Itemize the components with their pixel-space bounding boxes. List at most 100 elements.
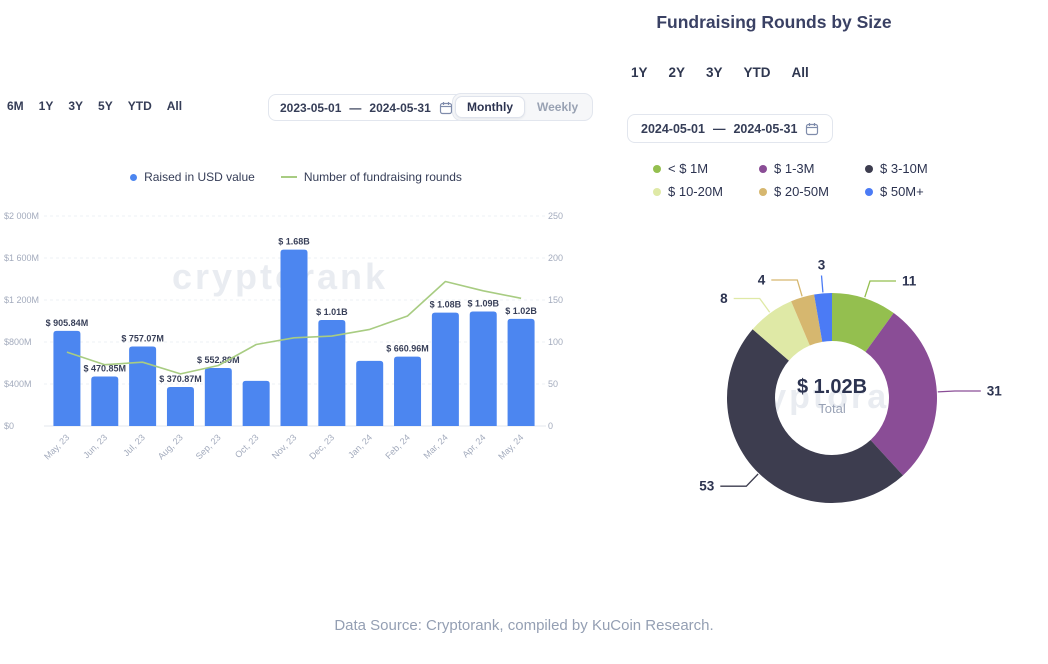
left-axis-tick: $1 600M [4, 253, 39, 263]
donut-leader-line [733, 297, 771, 313]
right-range-filters: 1Y 2Y 3Y YTD All [631, 65, 809, 80]
donut-segment-count: 4 [758, 273, 766, 288]
raised-usd-chart-panel: 6M 1Y 3Y 5Y YTD All 2023-05-01 — 2024-05-31 M… [4, 93, 594, 462]
x-axis-label: May, 23 [42, 432, 71, 461]
bar-value-label: $ 757.07M [121, 334, 164, 344]
legend-line-icon [280, 176, 297, 178]
x-axis-label: Mar, 24 [422, 432, 450, 460]
donut-segment-1m[interactable] [832, 293, 894, 352]
date-separator: — [349, 100, 362, 115]
legend-dot-icon [865, 164, 873, 173]
legend-item-1-3m[interactable]: $ 1-3M [759, 161, 865, 176]
bar-value-label: $ 1.02B [505, 306, 537, 316]
legend-item-rounds-count[interactable]: Number of fundraising rounds [280, 170, 462, 184]
watermark-text: cryptorank [172, 256, 389, 297]
right-filter-2y[interactable]: 2Y [668, 65, 686, 80]
date-start: 2024-05-01 [641, 121, 705, 136]
x-axis-label: Feb, 24 [383, 432, 412, 461]
legend-label: $ 3-10M [880, 161, 928, 176]
bar-Jan, 24[interactable] [356, 360, 384, 426]
bar-value-label: $ 1.09B [467, 299, 499, 309]
legend-dot-icon [759, 187, 767, 196]
date-end: 2024-05-31 [733, 121, 798, 136]
left-filter-5y[interactable]: 5Y [98, 99, 113, 113]
x-axis-label: Dec, 23 [307, 432, 336, 461]
donut-segment-50m+[interactable] [814, 293, 832, 342]
left-filter-6m[interactable]: 6M [7, 99, 24, 113]
donut-leader-line [820, 275, 824, 293]
bar-value-label: $ 1.01B [316, 307, 348, 317]
legend-dot-icon [653, 164, 661, 173]
left-date-range-picker[interactable]: 2023-05-01 — 2024-05-31 [268, 94, 465, 121]
left-axis-tick: $800M [4, 337, 32, 347]
x-axis-label: Apr, 24 [460, 432, 487, 459]
donut-segment-count: 31 [987, 384, 1003, 399]
bar-Mar, 24[interactable] [431, 312, 459, 426]
legend-item-raised-usd[interactable]: Raised in USD value [130, 170, 255, 184]
combo-chart: $0 $400M $800M $1 200M $1 600M $2 000M 0 50 100 1… [4, 211, 563, 462]
bar-May, 24[interactable] [507, 318, 535, 426]
left-filter-1y[interactable]: 1Y [38, 99, 54, 113]
left-filter-3y[interactable]: 3Y [68, 99, 84, 113]
date-end: 2024-05-31 [369, 100, 431, 115]
bar-Apr, 24[interactable] [469, 311, 497, 426]
legend-item-3-10m[interactable]: $ 3-10M [865, 161, 977, 176]
panel-title: Fundraising Rounds by Size [656, 12, 892, 32]
donut-segment-10-20m[interactable] [752, 301, 810, 361]
bar-Feb, 24[interactable] [394, 356, 422, 426]
toggle-monthly[interactable]: Monthly [455, 96, 525, 118]
date-separator: — [712, 121, 726, 136]
donut-chart: 11 31 53 8 4 3 [699, 258, 1003, 503]
bar-value-label: $ 660.96M [386, 344, 429, 354]
bar-Dec, 23[interactable] [318, 319, 346, 426]
donut-leader-line [771, 279, 803, 297]
bar-Oct, 23[interactable] [242, 380, 270, 426]
donut-segment-count: 3 [818, 258, 826, 273]
right-filter-all[interactable]: All [791, 65, 809, 80]
donut-segment-count: 11 [902, 274, 917, 289]
right-filter-ytd[interactable]: YTD [743, 65, 771, 80]
right-date-range-picker[interactable]: 2024-05-01 — 2024-05-31 [627, 114, 834, 143]
donut-leader-line [937, 390, 981, 393]
donut-segment-3-10m[interactable] [727, 329, 903, 503]
right-axis-tick: 150 [548, 295, 563, 305]
donut-leader-line [864, 280, 896, 298]
legend-label: Raised in USD value [144, 170, 255, 184]
granularity-toggle: Monthly Weekly [452, 93, 594, 121]
toggle-weekly[interactable]: Weekly [525, 96, 590, 118]
left-range-filters: 6M 1Y 3Y 5Y YTD All [7, 99, 182, 113]
donut-legend: < $ 1M $ 1-3M $ 3-10M $ 10-20M $ 20-50M $ 50M… [653, 161, 977, 199]
x-axis-label: Oct, 23 [233, 432, 261, 460]
left-filter-all[interactable]: All [166, 99, 183, 113]
right-axis-tick: 100 [548, 337, 563, 347]
legend-item-10-20m[interactable]: $ 10-20M [653, 184, 759, 199]
left-axis-tick: $400M [4, 379, 32, 389]
bar-Aug, 23[interactable] [166, 387, 194, 426]
rounds-by-size-panel: Fundraising Rounds by Size 1Y 2Y 3Y YTD All … [600, 0, 1048, 600]
x-axis-label: Jul, 23 [121, 432, 147, 458]
donut-segment-count: 53 [699, 479, 715, 494]
legend-dot-icon [865, 187, 873, 196]
legend-label: $ 1-3M [774, 161, 815, 176]
rounds-line [66, 280, 522, 375]
right-filter-3y[interactable]: 3Y [706, 65, 723, 80]
legend-item-20-50m[interactable]: $ 20-50M [759, 184, 865, 199]
bar-value-label: $ 905.84M [46, 318, 89, 328]
legend-item-50m+[interactable]: $ 50M+ [865, 184, 977, 199]
donut-segment-1-3m[interactable] [865, 313, 937, 476]
legend-item-1m[interactable]: < $ 1M [653, 161, 759, 176]
bar-Jun, 23[interactable] [91, 376, 119, 426]
bar-Jul, 23[interactable] [129, 346, 157, 426]
legend-label: Number of fundraising rounds [303, 170, 462, 184]
legend-label: $ 20-50M [774, 184, 829, 199]
bar-May, 23[interactable] [53, 330, 81, 426]
left-filter-ytd[interactable]: YTD [127, 99, 152, 113]
legend-label: $ 50M+ [880, 184, 924, 199]
x-axis-label: Aug, 23 [156, 432, 185, 461]
x-axis-label: Sep, 23 [194, 432, 223, 461]
bar-Sep, 23[interactable] [204, 367, 232, 426]
right-filter-1y[interactable]: 1Y [631, 65, 648, 80]
donut-leader-line [720, 473, 759, 487]
donut-segment-20-50m[interactable] [791, 294, 823, 346]
